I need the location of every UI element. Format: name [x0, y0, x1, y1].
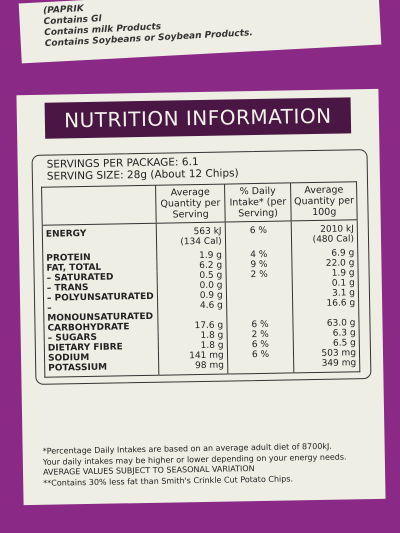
header-row: Average Quantity per Serving% Daily Inta… [41, 181, 358, 226]
servings: SERVINGS PER PACKAGE: 6.1 SERVING SIZE: 2… [33, 153, 367, 183]
header-cell [41, 185, 157, 226]
nutrient-value: 4.6 g [158, 300, 227, 322]
panel-title: NUTRITION INFORMATION [44, 97, 352, 139]
nutrient-value: 16.6 g [292, 298, 359, 320]
nutrient-name: – MONOUNSATURATED [47, 303, 154, 324]
nutrition-panel: NUTRITION INFORMATION SERVINGS PER PACKA… [16, 88, 386, 506]
nutrition-table: Average Quantity per Serving% Daily Inta… [41, 181, 361, 378]
column-header: Average Quantity per Serving [156, 184, 225, 224]
nutrient-value: 2010 kJ (480 Cal) [291, 219, 358, 250]
nutrient-name: – POLYUNSATURATED [46, 291, 154, 304]
nutrient-value [226, 299, 294, 321]
nutrient-name: POTASSIUM [48, 362, 108, 374]
nutrient-value: 98 mg [159, 360, 228, 376]
column-header: % Daily Intake* (per Serving) [224, 182, 292, 223]
nutrient-value: 563 kJ (134 Cal) [156, 222, 226, 252]
nutrient-name: ENERGY [45, 228, 87, 240]
nutrient-value [227, 359, 295, 375]
nutrient-value: 6 % [224, 220, 293, 251]
nutrient-value: 349 mg [293, 358, 360, 373]
footnotes: *Percentage Daily Intakes are based on a… [43, 441, 374, 489]
package-text: (PAPRIK Contains Gl Contains milk Products… [18, 0, 382, 64]
column-header: Average Quantity per 100g [290, 181, 358, 221]
nutrition-box: SERVINGS PER PACKAGE: 6.1 SERVING SIZE: 2… [31, 149, 372, 385]
